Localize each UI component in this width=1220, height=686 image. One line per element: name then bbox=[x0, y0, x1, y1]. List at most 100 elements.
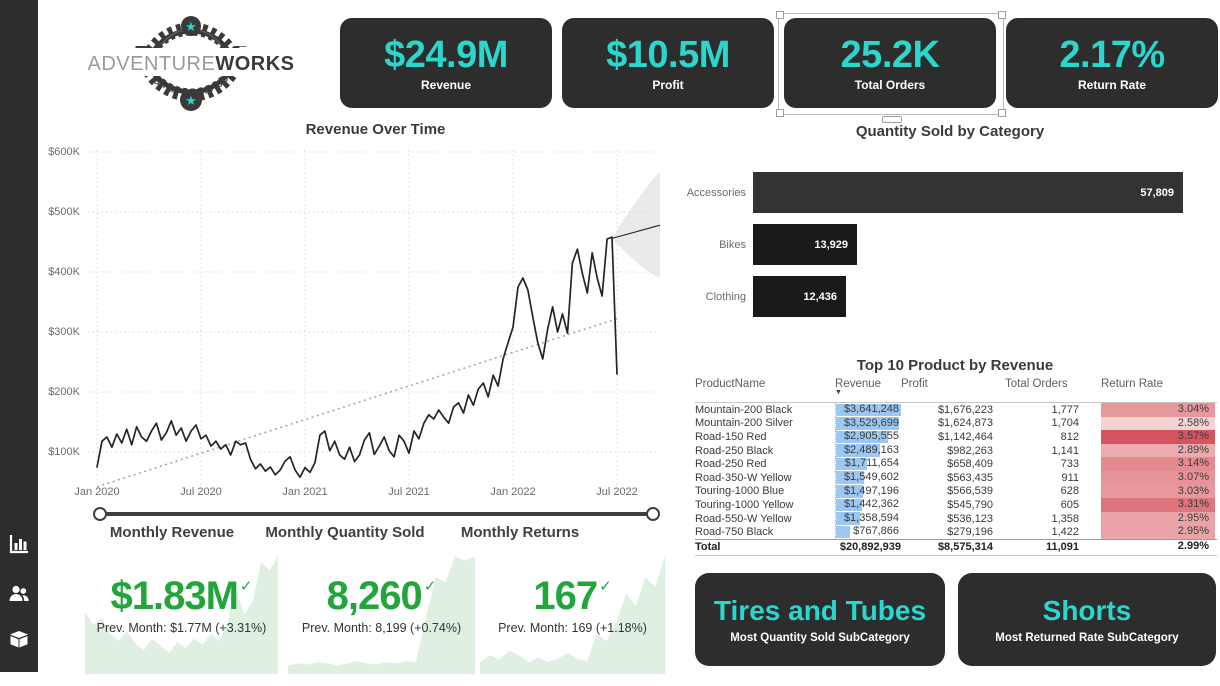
cell-profit: $536,123 bbox=[947, 512, 993, 525]
table-title: Top 10 Product by Revenue bbox=[856, 357, 1054, 374]
highlight-value: Shorts bbox=[1042, 595, 1132, 626]
highlight-card-most-quantity-subcategory[interactable]: Tires and Tubes Most Quantity Sold SubCa… bbox=[695, 573, 945, 666]
logo-star-bottom: ★ bbox=[185, 93, 197, 108]
column-header-profit[interactable]: Profit bbox=[901, 378, 928, 390]
selection-handle[interactable] bbox=[776, 11, 784, 19]
slider-knob-left[interactable] bbox=[93, 507, 107, 521]
slider-knob-right[interactable] bbox=[646, 507, 660, 521]
cell-total-orders: 605 bbox=[1060, 498, 1079, 511]
svg-text:SHOP: SHOP bbox=[202, 74, 232, 96]
cell-return-rate: 2.95% bbox=[1101, 525, 1215, 539]
box-icon[interactable] bbox=[8, 628, 30, 650]
table-row[interactable]: Road-350-W Yellow $1,549,602 $563,435 911 3.… bbox=[695, 470, 1217, 485]
mini-title-monthly-returns: Monthly Returns bbox=[460, 524, 580, 541]
mini-value: $1.83M ✓ bbox=[110, 574, 253, 618]
kpi-value: 25.2K bbox=[840, 33, 940, 76]
mini-card-monthly-quantity[interactable]: 8,260 ✓ Prev. Month: 8,199 (+0.74%) bbox=[288, 552, 475, 674]
category-bar-row: Bikes 13,929 bbox=[680, 224, 1215, 265]
mini-title-monthly-revenue: Monthly Revenue bbox=[109, 524, 235, 541]
cell-revenue: $1,442,362 bbox=[835, 498, 901, 512]
cell-product: Touring-1000 Blue bbox=[695, 485, 785, 498]
category-label: Accessories bbox=[686, 186, 746, 199]
cell-return-rate: 2.95% bbox=[1101, 511, 1215, 526]
cell-total-orders: 628 bbox=[1060, 485, 1079, 498]
highlight-card-most-returned-subcategory[interactable]: Shorts Most Returned Rate SubCategory bbox=[958, 573, 1216, 666]
mini-title-monthly-quantity: Monthly Quantity Sold bbox=[265, 524, 425, 541]
cell-profit: $279,196 bbox=[947, 526, 993, 539]
kpi-card-revenue[interactable]: $24.9M Revenue bbox=[340, 18, 552, 108]
cell-return-rate: 2.89% bbox=[1101, 443, 1215, 458]
cell-product: Touring-1000 Yellow bbox=[695, 498, 794, 511]
bar-chart-title: Quantity Sold by Category bbox=[855, 123, 1045, 140]
sort-descending-icon: ▼ bbox=[835, 389, 842, 396]
cell-revenue: $2,489,163 bbox=[835, 443, 901, 458]
selection-handle[interactable] bbox=[998, 109, 1006, 117]
category-bar-accessories[interactable]: 57,809 bbox=[753, 172, 1183, 213]
sparkline-area bbox=[85, 556, 278, 674]
cell-product: Total bbox=[695, 541, 721, 554]
y-tick-label: $300K bbox=[48, 326, 80, 338]
revenue-over-time-chart[interactable] bbox=[40, 140, 670, 502]
y-tick-label: $600K bbox=[48, 146, 80, 158]
category-bar-clothing[interactable]: 12,436 bbox=[753, 276, 846, 317]
svg-text:ADVENTUREWORKS: ADVENTUREWORKS bbox=[87, 53, 294, 75]
highlight-label: Most Returned Rate SubCategory bbox=[995, 632, 1179, 644]
cell-profit: $1,624,873 bbox=[937, 417, 993, 430]
cell-product: Road-150 Red bbox=[695, 430, 767, 443]
revenue-databar bbox=[836, 525, 850, 539]
table-row[interactable]: Road-250 Black $2,489,163 $982,263 1,141 2.8… bbox=[695, 443, 1217, 458]
cell-profit: $563,435 bbox=[947, 471, 993, 484]
selection-handle[interactable] bbox=[776, 109, 784, 117]
column-header-total-orders[interactable]: Total Orders bbox=[1005, 378, 1068, 390]
table-row[interactable]: Touring-1000 Yellow $1,442,362 $545,790 605… bbox=[695, 498, 1217, 512]
cell-revenue: $20,892,939 bbox=[839, 541, 901, 554]
cell-return-rate: 3.04% bbox=[1101, 403, 1215, 417]
cell-revenue: $2,905,555 bbox=[835, 430, 901, 444]
category-bar-bikes[interactable]: 13,929 bbox=[753, 224, 857, 265]
table-row[interactable]: Road-150 Red $2,905,555 $1,142,464 812 3.57% bbox=[695, 430, 1217, 444]
cell-profit: $1,676,223 bbox=[937, 403, 993, 416]
cell-revenue: $1,497,196 bbox=[835, 484, 901, 499]
kpi-card-profit[interactable]: $10.5M Profit bbox=[562, 18, 774, 108]
kpi-label: Return Rate bbox=[1077, 77, 1146, 92]
mini-value: 8,260 ✓ bbox=[326, 574, 437, 618]
cell-return-rate: 3.31% bbox=[1101, 498, 1215, 512]
column-header-revenue[interactable]: Revenue ▼ bbox=[835, 378, 901, 396]
cell-return-rate: 3.14% bbox=[1101, 457, 1215, 471]
cell-total-orders: 1,777 bbox=[1051, 403, 1079, 416]
mini-card-monthly-revenue[interactable]: $1.83M ✓ Prev. Month: $1.77M (+3.31%) bbox=[85, 552, 278, 674]
cell-product: Road-350-W Yellow bbox=[695, 471, 792, 484]
table-row[interactable]: Road-750 Black $767,866 $279,196 1,422 2.95% bbox=[695, 525, 1217, 539]
revenue-databar bbox=[836, 403, 901, 417]
date-range-slider[interactable] bbox=[93, 507, 660, 521]
kpi-value: $24.9M bbox=[384, 33, 508, 76]
cell-total-orders: 1,141 bbox=[1051, 444, 1079, 457]
kpi-value: 2.17% bbox=[1059, 33, 1165, 76]
table-row[interactable]: Touring-1000 Blue $1,497,196 $566,539 628 3.… bbox=[695, 484, 1217, 499]
table-row[interactable]: Mountain-200 Silver $3,529,699 $1,624,873 1… bbox=[695, 416, 1217, 431]
table-row[interactable]: Road-250 Red $1,711,654 $658,409 733 3.14% bbox=[695, 457, 1217, 471]
slider-track[interactable] bbox=[99, 512, 654, 516]
check-icon: ✓ bbox=[423, 578, 437, 595]
mini-subtext: Prev. Month: 169 (+1.18%) bbox=[498, 621, 647, 635]
users-icon[interactable] bbox=[8, 582, 30, 604]
x-tick-label: Jul 2020 bbox=[180, 486, 222, 498]
kpi-label: Revenue bbox=[420, 77, 472, 92]
column-header-return-rate[interactable]: Return Rate bbox=[1101, 378, 1164, 390]
table-row[interactable]: Mountain-200 Black $3,641,248 $1,676,223 1,… bbox=[695, 403, 1217, 417]
bar-value-label: 13,929 bbox=[814, 238, 848, 251]
selection-handle[interactable] bbox=[998, 11, 1006, 19]
cell-total-orders: 1,358 bbox=[1051, 512, 1079, 525]
kpi-card-total-orders[interactable]: 25.2K Total Orders bbox=[784, 18, 996, 108]
column-header-productname[interactable]: ProductName bbox=[695, 378, 766, 390]
mini-card-monthly-returns[interactable]: 167 ✓ Prev. Month: 169 (+1.18%) bbox=[480, 552, 665, 674]
selection-handle-bottom[interactable] bbox=[882, 116, 902, 123]
bar-chart-icon[interactable] bbox=[8, 533, 30, 555]
cell-product: Road-250 Black bbox=[695, 444, 774, 457]
table-row[interactable]: Road-550-W Yellow $1,358,594 $536,123 1,358… bbox=[695, 511, 1217, 526]
category-label: Clothing bbox=[705, 290, 746, 303]
cell-profit: $566,539 bbox=[947, 485, 993, 498]
kpi-card-return-rate[interactable]: 2.17% Return Rate bbox=[1006, 18, 1218, 108]
cell-total-orders: 911 bbox=[1061, 471, 1079, 484]
